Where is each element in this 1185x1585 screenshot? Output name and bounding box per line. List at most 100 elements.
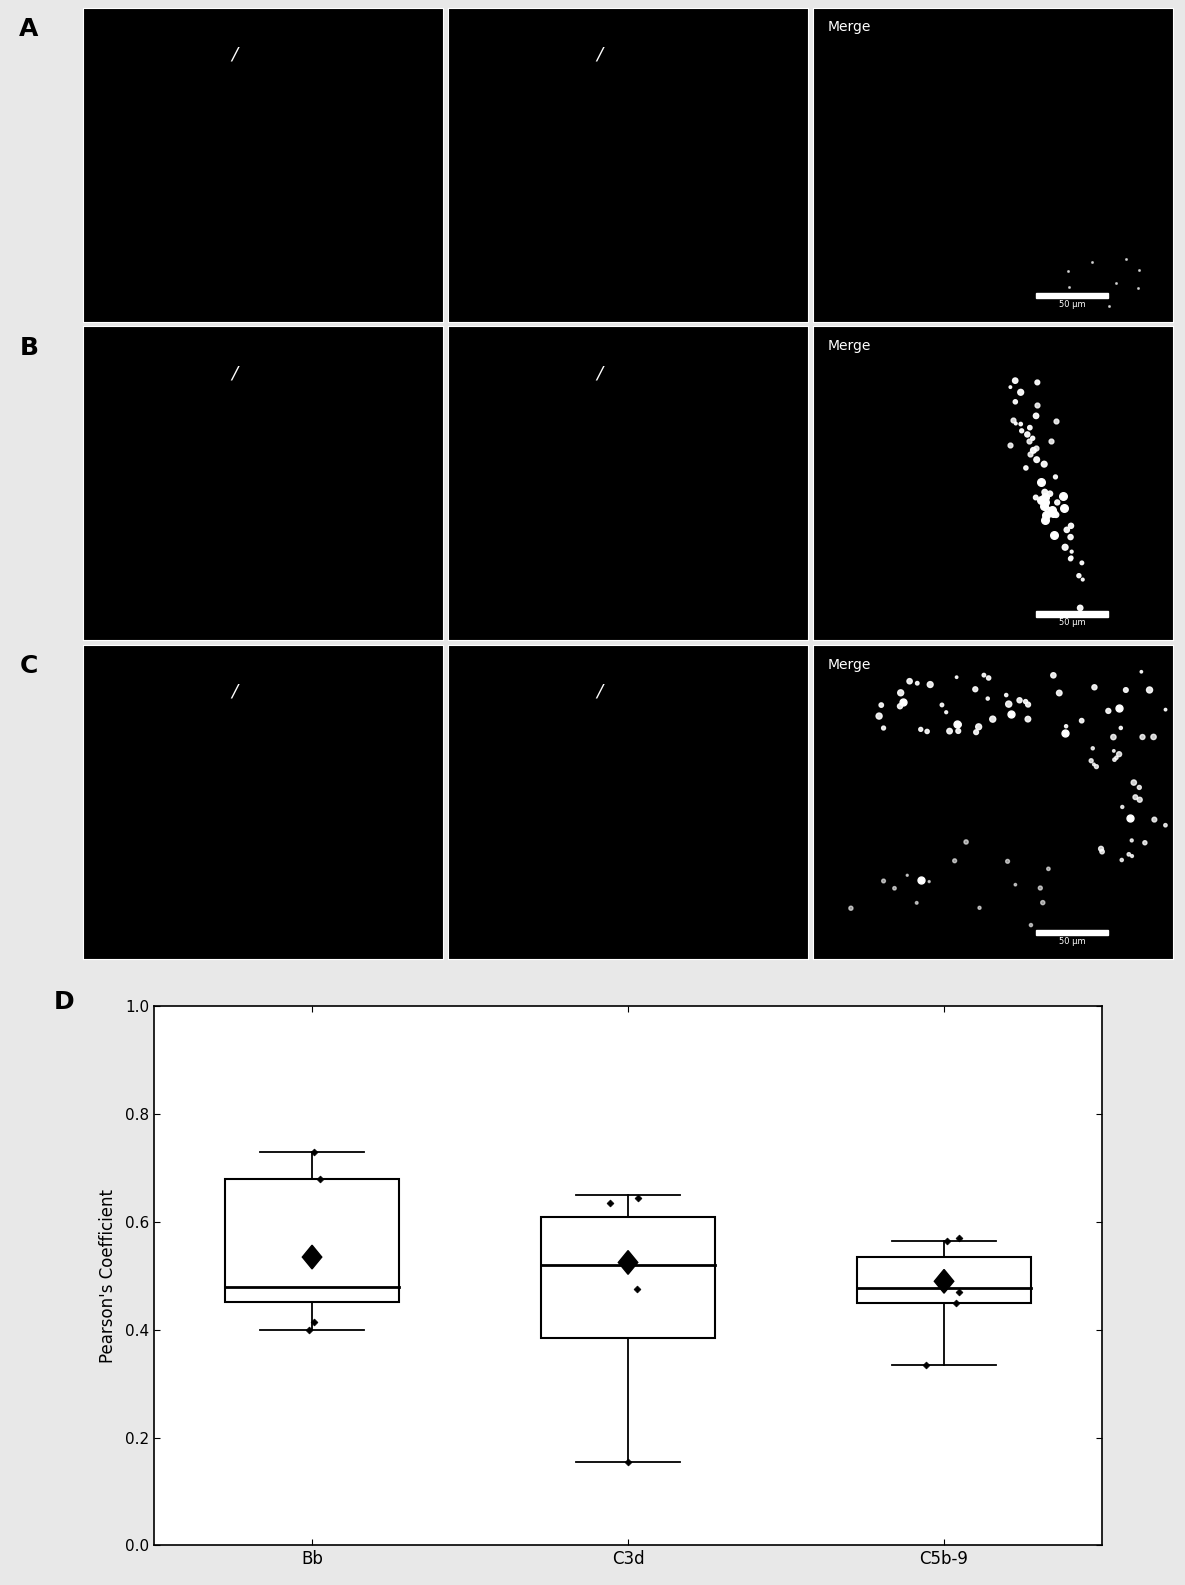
Point	[946, 848, 965, 873]
Point	[1109, 742, 1128, 767]
Point	[1011, 379, 1030, 404]
Point	[936, 699, 955, 724]
Point	[872, 693, 891, 718]
Text: 50 μm: 50 μm	[1059, 300, 1085, 309]
Point	[1043, 501, 1062, 526]
Point	[971, 896, 989, 921]
Point	[979, 666, 998, 691]
Point	[1006, 411, 1025, 436]
Point	[1107, 745, 1126, 770]
Point	[1145, 807, 1164, 832]
Bar	[857, 1257, 1031, 1303]
Point	[911, 867, 930, 892]
Point	[967, 720, 986, 745]
Text: 50 μm: 50 μm	[1059, 937, 1085, 946]
Point	[1017, 455, 1036, 480]
Point	[1035, 490, 1053, 515]
Text: Merge: Merge	[828, 21, 871, 35]
Point	[1040, 480, 1059, 506]
Text: Merge: Merge	[828, 658, 871, 672]
Point	[1055, 485, 1074, 510]
Point	[979, 686, 998, 712]
Point	[1027, 393, 1046, 418]
Point	[948, 710, 967, 735]
Point	[969, 715, 988, 740]
Point	[1109, 696, 1128, 721]
Point	[1057, 517, 1076, 542]
Point	[956, 829, 975, 854]
Point	[1001, 374, 1020, 399]
Point	[1098, 699, 1117, 724]
Point	[1130, 788, 1149, 813]
Point	[1033, 889, 1052, 915]
Point	[893, 689, 912, 715]
Point	[1125, 770, 1144, 796]
Point	[1071, 596, 1090, 621]
Point	[1087, 754, 1106, 780]
Point	[1042, 428, 1061, 453]
Point	[1132, 659, 1151, 685]
Point	[949, 712, 968, 737]
Point	[1157, 697, 1176, 723]
Text: /: /	[596, 683, 602, 701]
Point	[1038, 498, 1057, 523]
Point	[1012, 418, 1031, 444]
Point	[1020, 415, 1039, 441]
Point	[1020, 441, 1039, 466]
Point	[1035, 452, 1053, 477]
Point	[1113, 794, 1132, 819]
Point	[1104, 724, 1123, 750]
Point	[1056, 720, 1075, 745]
Point	[1129, 775, 1148, 800]
Bar	[1037, 612, 1108, 617]
Point	[1140, 677, 1159, 702]
Point	[1035, 493, 1053, 518]
Point	[920, 869, 939, 894]
Point	[947, 664, 966, 689]
Text: /: /	[596, 365, 602, 382]
Point	[1072, 708, 1091, 734]
Point	[1023, 426, 1042, 452]
Point	[997, 683, 1016, 708]
Text: Merge: Merge	[828, 339, 871, 353]
Point	[1027, 369, 1046, 395]
Point	[908, 670, 927, 696]
Point	[949, 718, 968, 743]
Point	[1122, 827, 1141, 853]
Point	[911, 716, 930, 742]
Point	[1126, 785, 1145, 810]
Point	[898, 862, 917, 888]
Point	[998, 848, 1017, 873]
Point	[875, 715, 893, 740]
Point	[1104, 747, 1123, 772]
Point	[1091, 835, 1110, 861]
Point	[921, 672, 940, 697]
Text: D: D	[53, 991, 75, 1014]
Bar	[1037, 930, 1108, 935]
Point	[1062, 514, 1081, 539]
Point	[1026, 434, 1045, 460]
Bar	[1037, 293, 1108, 298]
Point	[1026, 403, 1045, 428]
Polygon shape	[619, 1251, 638, 1274]
Point	[1031, 487, 1050, 512]
Point	[1011, 412, 1030, 437]
Point	[1036, 485, 1055, 510]
Point	[1113, 848, 1132, 873]
Point	[1016, 689, 1035, 715]
Point	[966, 677, 985, 702]
Point	[1044, 663, 1063, 688]
Point	[1122, 843, 1141, 869]
Point	[908, 891, 927, 916]
Point	[885, 875, 904, 900]
Point	[1050, 680, 1069, 705]
Point	[1036, 480, 1055, 506]
Point	[1027, 447, 1046, 472]
Point	[933, 693, 952, 718]
Point	[891, 680, 910, 705]
Text: B: B	[19, 336, 38, 360]
Point	[1006, 368, 1025, 393]
Point	[1061, 547, 1080, 572]
Point	[1026, 485, 1045, 510]
Point	[870, 704, 889, 729]
